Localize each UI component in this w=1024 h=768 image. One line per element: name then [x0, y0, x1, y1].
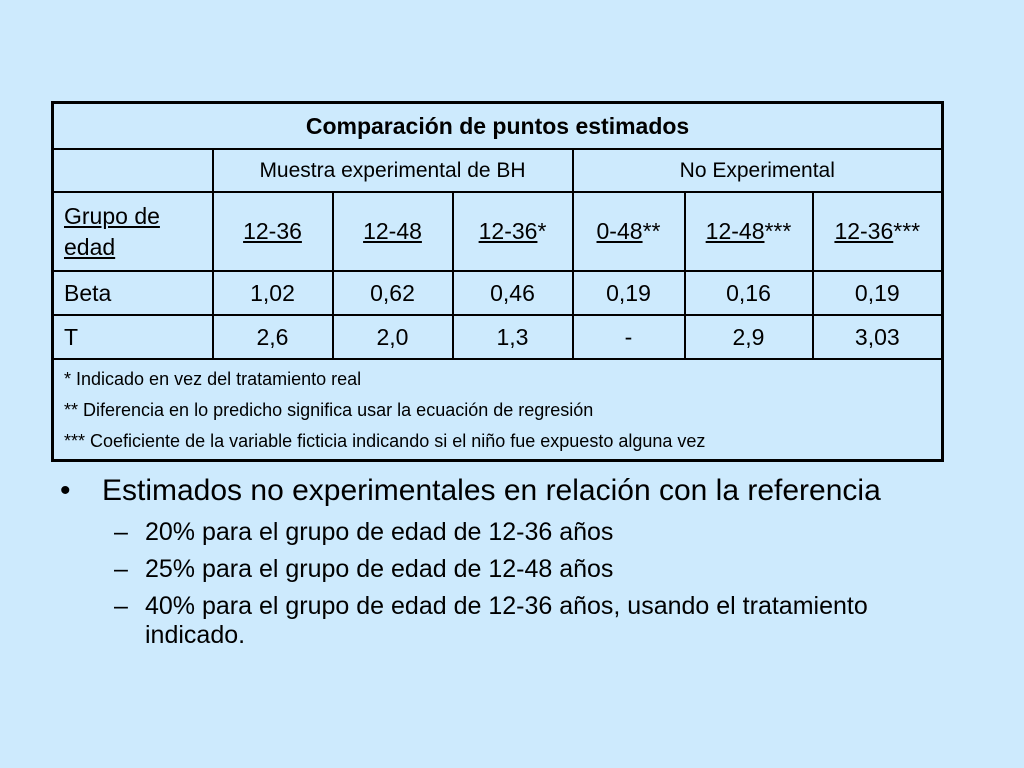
- age-group-suffix: ***: [893, 218, 921, 244]
- table-row-t: T 2,6 2,0 1,3 - 2,9 3,03: [51, 314, 944, 360]
- group-non-experimental: No Experimental: [571, 148, 944, 193]
- comparison-table: Comparación de puntos estimados Muestra …: [51, 101, 945, 462]
- row-label-t: T: [51, 314, 214, 360]
- sub-bullet-text: 20% para el grupo de edad de 12-36 años: [145, 518, 614, 546]
- table-group-empty: [51, 148, 214, 193]
- bullet-list: • Estimados no experimentales en relació…: [60, 474, 960, 658]
- dash-marker: –: [114, 592, 128, 620]
- table-cell: 1,3: [451, 314, 574, 360]
- row-label-beta: Beta: [51, 270, 214, 316]
- dash-marker: –: [114, 518, 128, 546]
- age-group-header: Grupo de edad: [51, 191, 214, 272]
- table-cell: 0,16: [683, 270, 814, 316]
- table-cell: 0,19: [571, 270, 686, 316]
- age-group-base: 12-36: [243, 218, 302, 244]
- table-cell: 2,0: [331, 314, 454, 360]
- age-group-suffix: ***: [764, 218, 792, 244]
- table-cell: 0,19: [811, 270, 944, 316]
- sub-bullet: – 25% para el grupo de edad de 12-48 año…: [60, 555, 960, 584]
- group-experimental: Muestra experimental de BH: [211, 148, 574, 193]
- table-cell: 1,02: [211, 270, 334, 316]
- main-bullet-text: Estimados no experimentales en relación …: [102, 474, 881, 507]
- table-title-row: Comparación de puntos estimados: [51, 101, 944, 150]
- age-group-cell: 12-36: [211, 191, 334, 272]
- footnote-1: * Indicado en vez del tratamiento real: [64, 369, 362, 389]
- footnote-3: *** Coeficiente de la variable ficticia …: [64, 431, 706, 451]
- sub-bullet: – 20% para el grupo de edad de 12-36 año…: [60, 518, 960, 547]
- main-bullet: • Estimados no experimentales en relació…: [60, 474, 960, 508]
- table-notes: * Indicado en vez del tratamiento real *…: [51, 358, 944, 462]
- table-age-row: Grupo de edad 12-36 12-48 12-36* 0-48** …: [51, 191, 944, 272]
- table-cell: 0,62: [331, 270, 454, 316]
- table-cell: -: [571, 314, 686, 360]
- age-group-base: 12-48: [705, 218, 765, 244]
- age-group-base: 0-48: [596, 218, 643, 244]
- age-group-base: 12-36: [478, 218, 538, 244]
- age-group-cell: 12-48***: [683, 191, 814, 272]
- footnote-2: ** Diferencia en lo predicho significa u…: [64, 400, 594, 420]
- age-group-suffix: *: [537, 218, 547, 244]
- table-cell: 2,6: [211, 314, 334, 360]
- age-group-cell: 12-36***: [811, 191, 944, 272]
- sub-bullet-text: 40% para el grupo de edad de 12-36 años,…: [145, 592, 868, 649]
- table-group-row: Muestra experimental de BH No Experiment…: [51, 148, 944, 193]
- table-row-beta: Beta 1,02 0,62 0,46 0,19 0,16 0,19: [51, 270, 944, 316]
- age-group-cell: 12-48: [331, 191, 454, 272]
- table-notes-row: * Indicado en vez del tratamiento real *…: [51, 358, 944, 462]
- table-title: Comparación de puntos estimados: [51, 101, 944, 150]
- sub-bullet-list: – 20% para el grupo de edad de 12-36 año…: [60, 518, 960, 650]
- age-group-base: 12-36: [834, 218, 894, 244]
- age-group-suffix: **: [642, 218, 661, 244]
- age-group-base: 12-48: [363, 218, 422, 244]
- sub-bullet-text: 25% para el grupo de edad de 12-48 años: [145, 555, 614, 583]
- age-group-cell: 0-48**: [571, 191, 686, 272]
- table-cell: 2,9: [683, 314, 814, 360]
- bullet-marker: •: [60, 474, 71, 507]
- age-group-cell: 12-36*: [451, 191, 574, 272]
- sub-bullet: – 40% para el grupo de edad de 12-36 año…: [60, 592, 960, 650]
- table-cell: 3,03: [811, 314, 944, 360]
- dash-marker: –: [114, 555, 128, 583]
- table-cell: 0,46: [451, 270, 574, 316]
